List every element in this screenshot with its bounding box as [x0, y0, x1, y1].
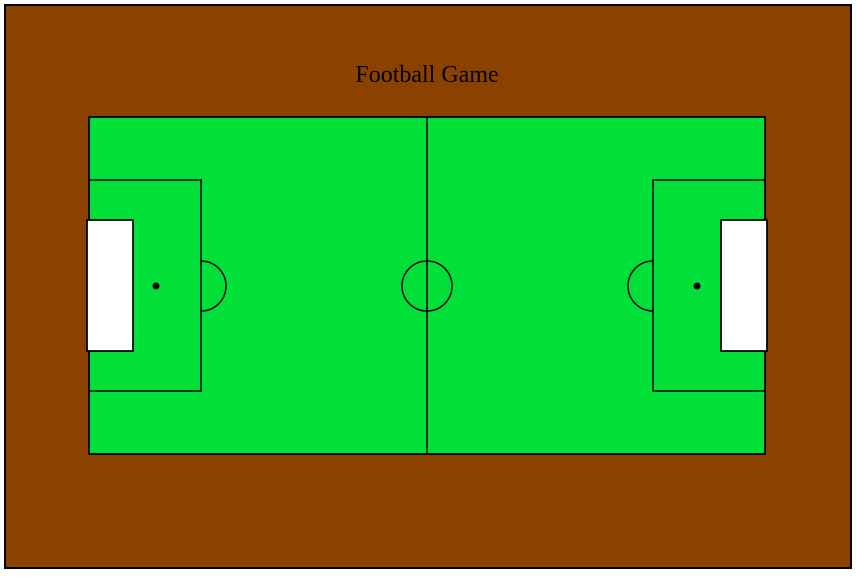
game-title: Football Game [355, 62, 498, 88]
right-goal-outline [720, 219, 768, 352]
right-penalty-spot [693, 282, 701, 290]
right-goal [720, 219, 768, 352]
left-goal [86, 219, 134, 352]
left-goal-outline [86, 219, 134, 352]
left-penalty-spot [152, 282, 160, 290]
center-circle [401, 260, 453, 312]
left-penalty-arc [200, 260, 227, 312]
right-penalty-arc [627, 260, 654, 312]
frame-border [4, 4, 852, 569]
